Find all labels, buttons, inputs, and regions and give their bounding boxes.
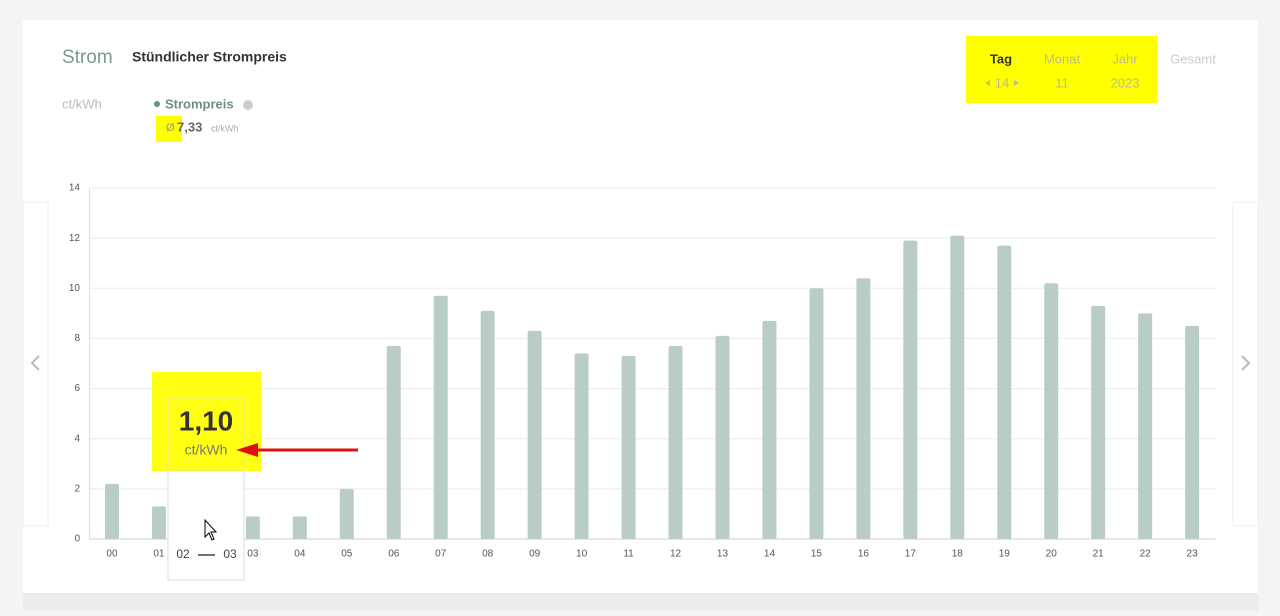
bar (668, 345, 683, 539)
bar (997, 245, 1012, 539)
tooltip-value: 1,10 (179, 405, 234, 436)
x-tick-label: 19 (999, 549, 1011, 560)
bar (762, 320, 777, 539)
next-day[interactable] (1014, 80, 1019, 86)
tooltip: 1,10 ct/kWh 02 03 (152, 372, 261, 581)
y-tick-label: 4 (74, 433, 80, 444)
x-tick-label: 13 (717, 549, 729, 560)
x-tick-label: 01 (153, 549, 165, 560)
next-panel[interactable] (1232, 201, 1259, 527)
cursor (204, 518, 218, 541)
highlight (156, 116, 182, 142)
x-tick-label: 20 (1046, 549, 1058, 560)
tab-year-value: 2023 (1111, 75, 1140, 90)
chart: 0246810121400010203040506070809101112131… (69, 183, 1216, 560)
bar (1185, 325, 1200, 539)
average-unit: ct/kWh (211, 123, 239, 133)
section-title: Strom (62, 47, 113, 68)
bar (1044, 283, 1059, 539)
x-tick-label: 23 (1187, 549, 1199, 560)
unit-label: ct/kWh (62, 96, 102, 111)
bar (480, 310, 495, 539)
bar (151, 506, 166, 539)
tab-day-value: 14 (995, 75, 1009, 90)
x-tick-label: 08 (482, 549, 494, 560)
y-tick-label: 10 (69, 283, 81, 294)
bar (339, 488, 354, 539)
tooltip-unit: ct/kWh (185, 442, 228, 458)
y-tick-label: 8 (74, 333, 80, 344)
x-tick-label: 07 (435, 549, 447, 560)
x-tick-label: 00 (106, 549, 118, 560)
legend-dot (154, 101, 160, 107)
average-value: 7,33 (177, 119, 202, 134)
tab-day[interactable]: Tag (990, 51, 1012, 66)
bar (386, 345, 401, 539)
x-tick-label: 09 (529, 549, 541, 560)
bar (903, 240, 918, 539)
bar (809, 288, 824, 539)
bar (574, 353, 589, 539)
tab-total[interactable]: Gesamt (1170, 51, 1216, 66)
bar (950, 235, 965, 539)
y-tick-label: 14 (69, 183, 81, 194)
y-tick-label: 6 (74, 383, 80, 394)
x-tick-label: 16 (858, 549, 870, 560)
footer-strip (23, 593, 1258, 611)
tab-month-value: 11 (1055, 75, 1069, 90)
x-tick-label: 15 (811, 549, 823, 560)
bar (527, 330, 542, 539)
bar (104, 483, 119, 539)
bar (245, 516, 260, 539)
prev-panel[interactable] (22, 201, 49, 527)
info-icon[interactable] (243, 100, 253, 110)
x-tick-label: 12 (670, 549, 682, 560)
bar (433, 295, 448, 539)
bar (292, 516, 307, 539)
legend-label: Strompreis (165, 96, 234, 111)
x-tick-label: 03 (247, 549, 259, 560)
tooltip-to: 03 (223, 547, 237, 561)
bar (1091, 305, 1106, 539)
x-tick-label: 04 (294, 549, 306, 560)
prev-day[interactable] (985, 80, 990, 86)
highlight (152, 372, 261, 471)
x-tick-label: 17 (905, 549, 917, 560)
bar (621, 355, 636, 539)
bar (715, 335, 730, 539)
next-arrow[interactable] (1241, 355, 1251, 371)
x-tick-label: 22 (1140, 549, 1152, 560)
tooltip-from: 02 (176, 547, 190, 561)
prev-arrow[interactable] (30, 355, 40, 371)
x-tick-label: 06 (388, 549, 400, 560)
bar (1138, 313, 1153, 539)
x-tick-label: 05 (341, 549, 353, 560)
y-tick-label: 0 (74, 534, 80, 545)
tab-year[interactable]: Jahr (1112, 51, 1138, 66)
annotation-arrowhead (236, 443, 258, 457)
tab-month[interactable]: Monat (1044, 51, 1081, 66)
x-tick-label: 10 (576, 549, 588, 560)
x-tick-label: 11 (623, 549, 634, 560)
x-tick-label: 21 (1093, 549, 1105, 560)
average-symbol: Ø (166, 122, 175, 134)
y-tick-label: 12 (69, 233, 81, 244)
bar (856, 278, 871, 539)
tooltip-edge (167, 397, 245, 472)
x-tick-label: 18 (952, 549, 964, 560)
page-title: Stündlicher Strompreis (132, 49, 287, 65)
x-tick-label: 14 (764, 549, 776, 560)
y-tick-label: 2 (74, 483, 80, 494)
highlight (966, 36, 1157, 103)
